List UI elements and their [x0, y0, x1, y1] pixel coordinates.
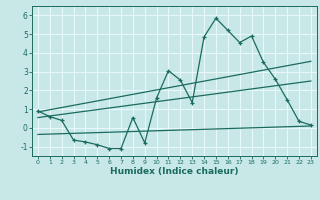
- X-axis label: Humidex (Indice chaleur): Humidex (Indice chaleur): [110, 167, 239, 176]
